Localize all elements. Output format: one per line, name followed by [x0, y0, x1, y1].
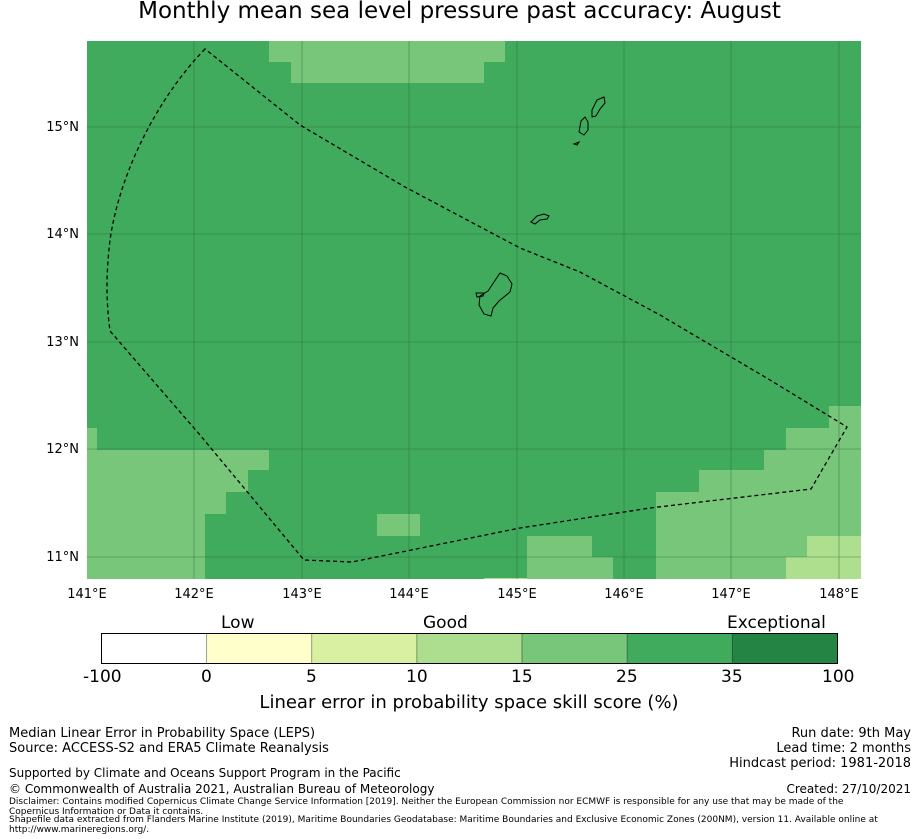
lon-label: 147°E	[711, 587, 751, 602]
source-line: Source: ACCESS-S2 and ERA5 Climate Reana…	[9, 741, 329, 756]
leps-line: Median Linear Error in Probability Space…	[9, 726, 316, 741]
created-date: Created: 27/10/2021	[786, 782, 911, 796]
lon-label: 146°E	[604, 587, 644, 602]
colorbar-title: Linear error in probability space skill …	[259, 692, 679, 713]
colorbar-segment	[311, 633, 418, 664]
colorbar	[101, 633, 838, 664]
colorbar-segment	[101, 633, 208, 664]
colorbar-segment	[521, 633, 628, 664]
colorbar-tick: 10	[406, 667, 428, 687]
lat-label: 12°N	[46, 442, 79, 457]
colorbar-segment	[626, 633, 733, 664]
island-saipan	[591, 96, 606, 118]
island-guam	[478, 272, 513, 317]
hindcast-period: Hindcast period: 1981-2018	[729, 756, 911, 771]
lon-label: 144°E	[389, 587, 429, 602]
skill-patch-high	[786, 536, 861, 579]
lat-label: 13°N	[46, 335, 79, 350]
lat-label: 11°N	[46, 550, 79, 565]
colorbar-segment	[416, 633, 523, 664]
category-exceptional: Exceptional	[727, 613, 826, 633]
category-low: Low	[221, 613, 255, 633]
copyright-line: © Commonwealth of Australia 2021, Austra…	[9, 782, 435, 796]
colorbar-tick: 35	[721, 667, 743, 687]
chart-title: Monthly mean sea level pressure past acc…	[138, 0, 781, 24]
lead-time: Lead time: 2 months	[776, 741, 911, 756]
colorbar-segment	[206, 633, 313, 664]
island-rota	[530, 213, 550, 225]
eez-boundary	[106, 48, 848, 563]
island-tinian	[578, 116, 589, 136]
colorbar-tick: 25	[616, 667, 638, 687]
colorbar-tick: 100	[822, 667, 855, 687]
run-date: Run date: 9th May	[791, 726, 911, 741]
lon-label: 143°E	[282, 587, 322, 602]
skill-map: 141°E 142°E 143°E 144°E 145°E 146°E 147°…	[46, 41, 861, 602]
lon-label: 148°E	[819, 587, 859, 602]
lat-label: 14°N	[46, 227, 79, 242]
colorbar-tick: 0	[201, 667, 212, 687]
colorbar-tick: 5	[306, 667, 317, 687]
lon-label: 141°E	[67, 587, 107, 602]
colorbar-tick: -100	[83, 667, 122, 687]
lat-tick-labels: 15°N 14°N 13°N 12°N 11°N	[46, 120, 79, 565]
islands	[475, 96, 606, 317]
lon-label: 145°E	[497, 587, 537, 602]
lon-tick-labels: 141°E 142°E 143°E 144°E 145°E 146°E 147°…	[67, 587, 859, 602]
disclaimer: Disclaimer: Contains modified Copernicus…	[9, 797, 844, 817]
lat-label: 15°N	[46, 120, 79, 135]
lon-label: 142°E	[174, 587, 214, 602]
supported-line: Supported by Climate and Oceans Support …	[9, 766, 401, 780]
gridlines	[87, 41, 861, 579]
category-good: Good	[423, 613, 468, 633]
colorbar-segment	[731, 633, 838, 664]
shapefile-credit: Shapefile data extracted from Flanders M…	[9, 815, 878, 835]
colorbar-tick: 15	[511, 667, 533, 687]
